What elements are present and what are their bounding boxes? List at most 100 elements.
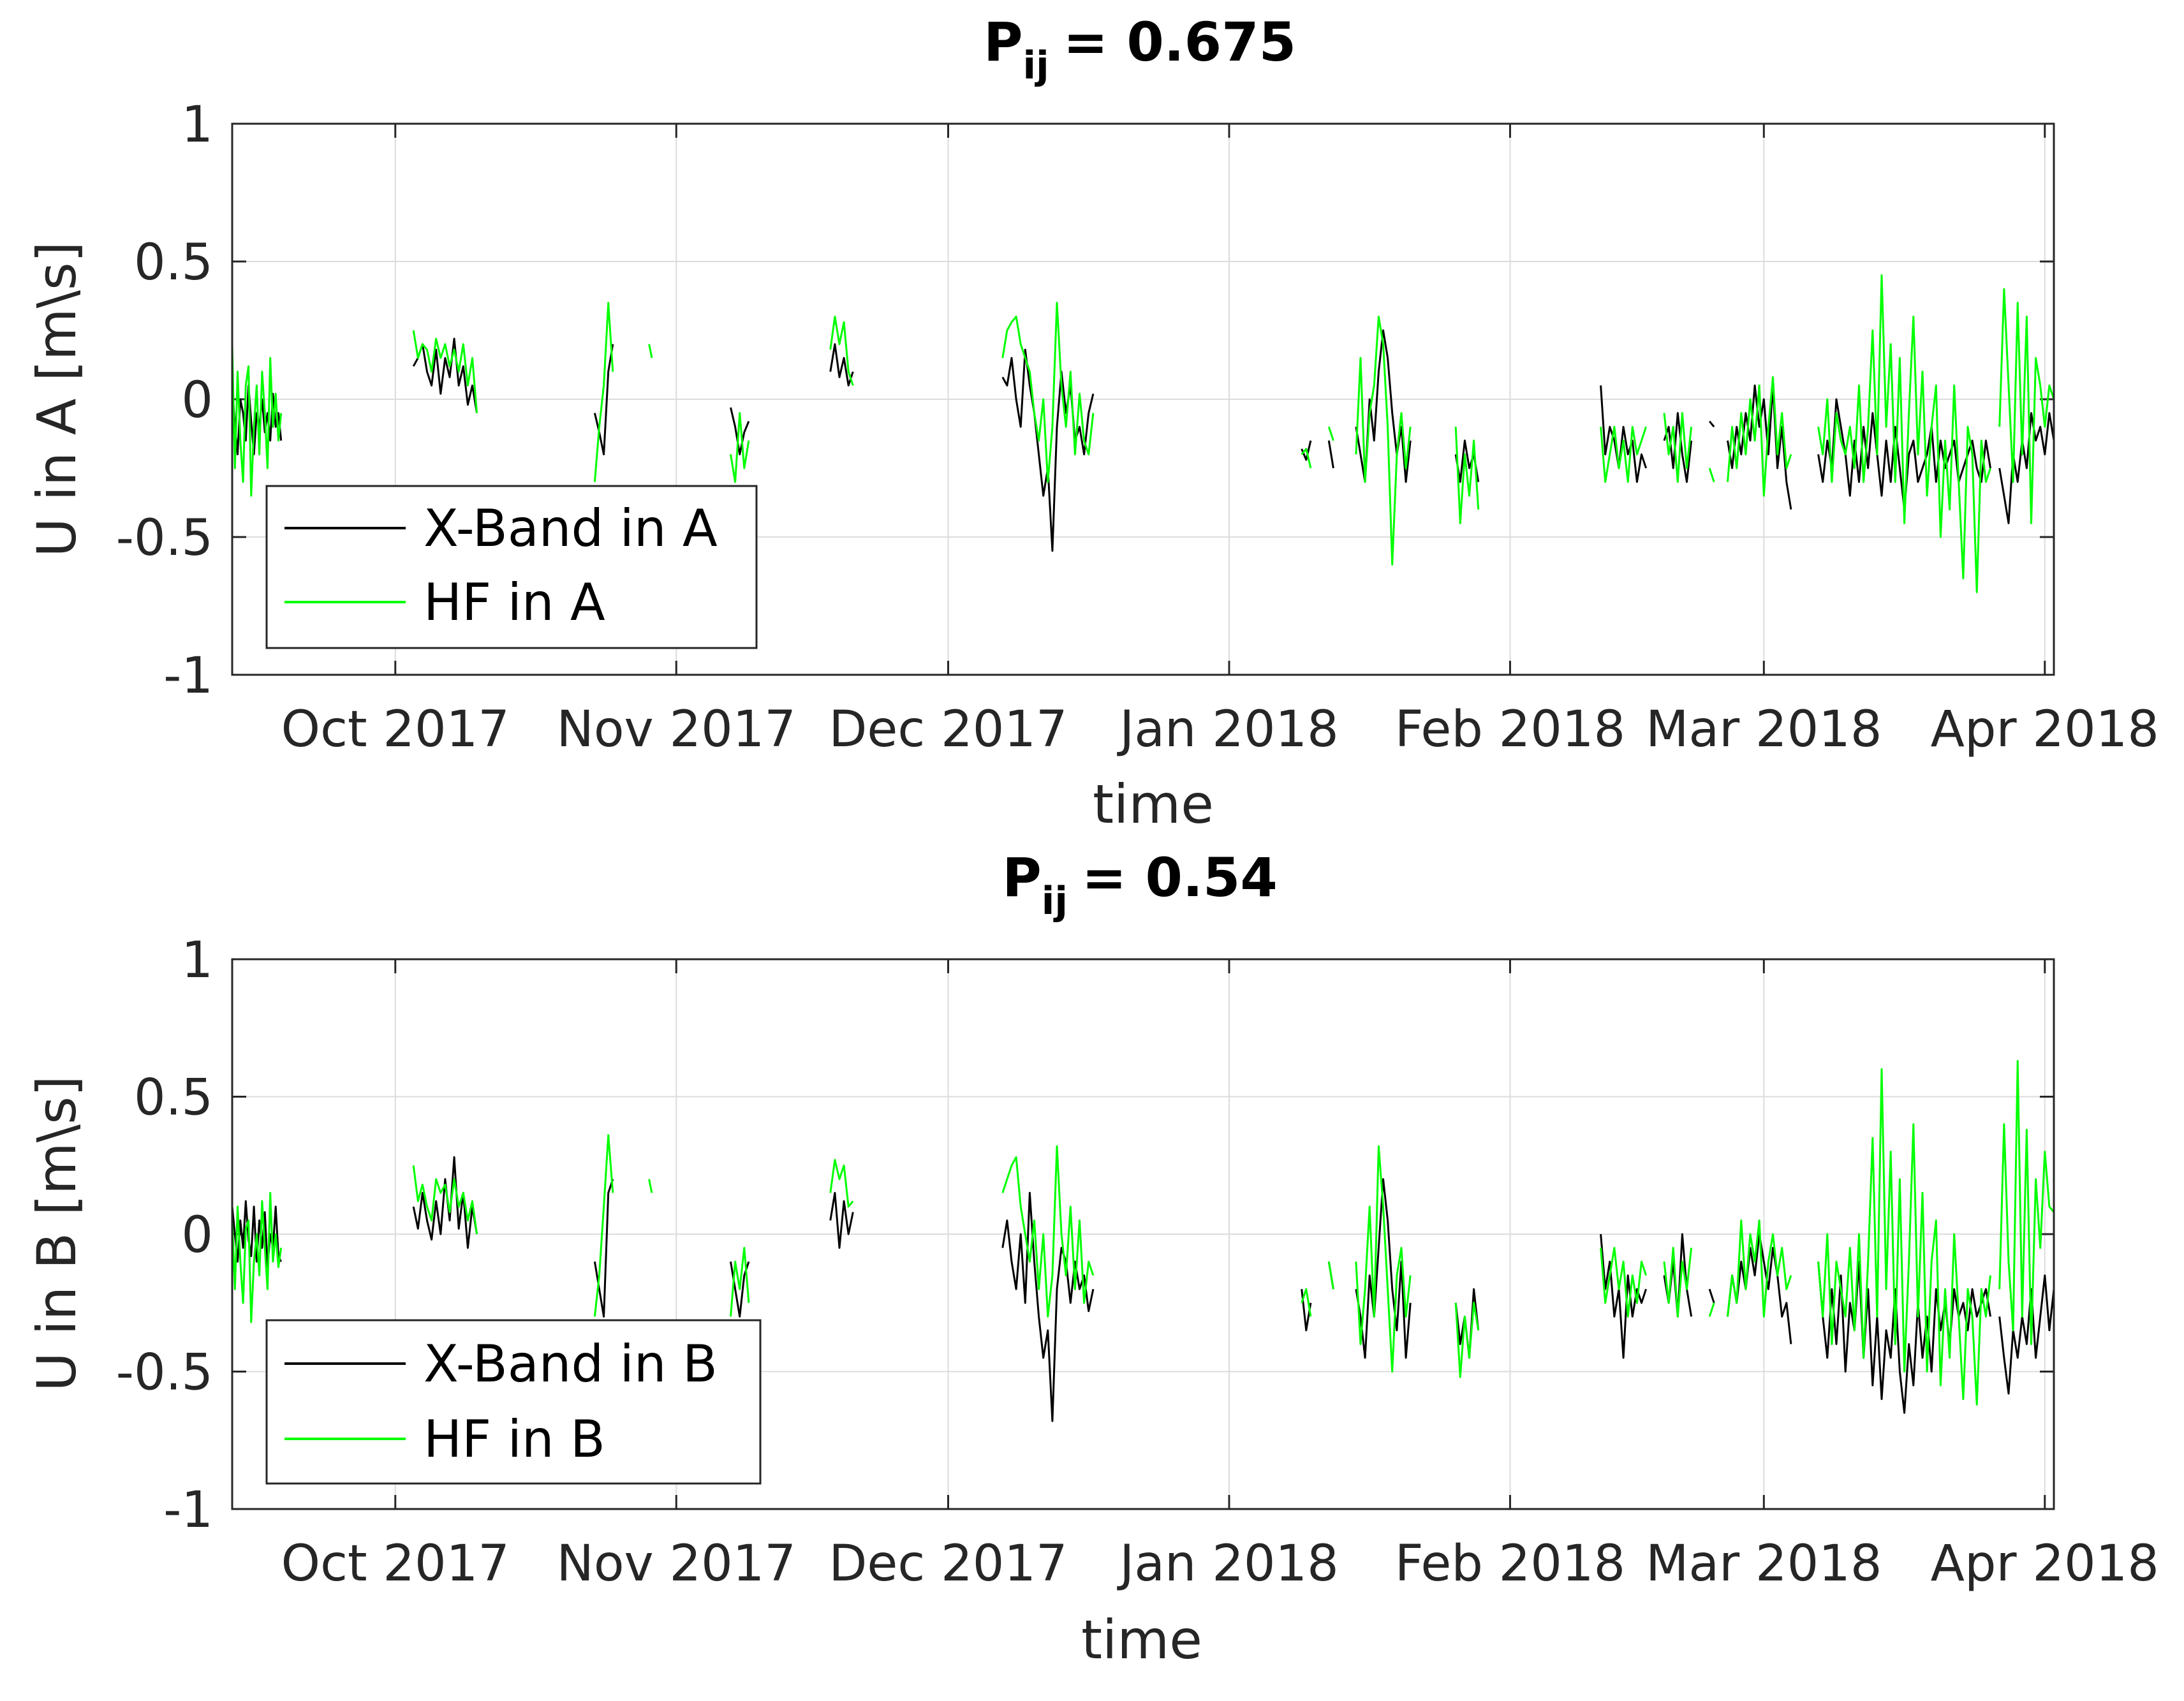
chart-a-legend-box <box>265 485 758 649</box>
series-x-band-in-b-segment <box>593 1179 614 1318</box>
chart-a-legend-label-xband: X-Band in A <box>424 499 718 558</box>
series-hf-in-a-segment <box>231 344 283 497</box>
series-hf-in-b-segment <box>1454 1302 1480 1378</box>
series-hf-in-a-segment <box>829 315 854 386</box>
series-x-band-in-b-segment <box>829 1191 854 1249</box>
x-tick-label: Apr 2018 <box>1931 701 2159 758</box>
chart-a-x-axis-label: time <box>1093 773 1214 836</box>
chart-b-plot-border <box>231 958 2055 1510</box>
chart-b-x-axis-label: time <box>1081 1609 1202 1671</box>
series-hf-in-b-segment <box>1001 1145 1095 1318</box>
series-x-band-in-a-segment <box>1998 412 2055 524</box>
x-tick-label: Oct 2017 <box>281 1535 510 1593</box>
series-hf-in-a-segment <box>1454 427 1480 524</box>
x-tick-label: Jan 2018 <box>1116 1535 1339 1593</box>
series-hf-in-b-segment <box>648 1179 653 1193</box>
series-hf-in-a-segment <box>1998 288 2055 524</box>
series-x-band-in-a-segment <box>730 407 750 455</box>
series-hf-in-b-segment <box>1327 1261 1334 1290</box>
x-tick-label: Feb 2018 <box>1395 701 1625 758</box>
series-hf-in-a-segment <box>730 412 750 483</box>
series-x-band-in-a-segment <box>1327 440 1334 469</box>
series-hf-in-b-segment <box>1998 1060 2055 1345</box>
chart-a-series <box>231 274 2055 593</box>
series-hf-in-a-segment <box>1817 274 1991 593</box>
x-tick-label: Jan 2018 <box>1116 701 1339 758</box>
chart-a-x-axis: Oct 2017 Nov 2017 Dec 2017 Jan 2018 Feb 2018… <box>281 124 2159 758</box>
chart-b: Pij = 0.54 1 0.5 0 -0.5 -1 Oct 2017 Nov 2017 De… <box>26 846 2159 1671</box>
chart-a-y-axis-label: U in A [m\s] <box>26 241 88 557</box>
series-hf-in-a-segment <box>1727 376 1792 497</box>
y-tick-label: 1 <box>181 932 213 989</box>
chart-b-y-axis-label: U in B [m\s] <box>26 1075 88 1391</box>
series-hf-in-b-segment <box>1355 1145 1412 1373</box>
series-hf-in-b-segment <box>1708 1302 1715 1317</box>
y-tick-label: 0.5 <box>134 1070 213 1127</box>
y-tick-label: 1 <box>181 96 213 154</box>
series-hf-in-b-segment <box>1663 1247 1693 1318</box>
y-tick-label: -1 <box>163 647 213 705</box>
series-hf-in-b-segment <box>1301 1288 1312 1317</box>
series-hf-in-a-segment <box>1663 412 1693 483</box>
y-tick-label: 0 <box>181 1207 213 1264</box>
series-x-band-in-b-segment <box>1998 1274 2055 1395</box>
series-x-band-in-a-segment <box>1727 384 1792 510</box>
series-x-band-in-a-segment <box>412 337 478 413</box>
series-hf-in-a-segment <box>648 344 653 358</box>
x-tick-label: Nov 2017 <box>556 701 796 758</box>
chart-a-legend-label-hf: HF in A <box>424 573 605 632</box>
chart-a-legend: X-Band in A HF in A <box>265 485 758 649</box>
series-hf-in-a-segment <box>1301 448 1312 469</box>
series-hf-in-b-segment <box>829 1159 854 1208</box>
x-tick-label: Apr 2018 <box>1931 1535 2159 1593</box>
x-tick-label: Dec 2017 <box>829 1535 1067 1593</box>
series-hf-in-b-segment <box>730 1247 750 1317</box>
series-hf-in-b-segment <box>1817 1068 1991 1406</box>
series-x-band-in-b-segment <box>1001 1191 1095 1422</box>
y-tick-label: 0 <box>181 372 213 429</box>
series-x-band-in-a-segment <box>1708 420 1715 428</box>
series-hf-in-a-segment <box>412 330 478 413</box>
y-tick-label: -0.5 <box>116 1344 213 1402</box>
series-hf-in-b-segment <box>1600 1247 1648 1318</box>
chart-b-legend: X-Band in B HF in B <box>265 1319 762 1485</box>
y-tick-label: -1 <box>163 1482 213 1539</box>
x-tick-label: Mar 2018 <box>1646 1535 1882 1593</box>
x-tick-label: Feb 2018 <box>1395 1535 1625 1593</box>
series-x-band-in-a-segment <box>829 343 854 387</box>
series-hf-in-a-segment <box>1327 426 1334 441</box>
series-hf-in-a-segment <box>1355 315 1412 566</box>
series-x-band-in-b-segment <box>1817 1260 1991 1414</box>
series-x-band-in-b-segment <box>1708 1288 1715 1304</box>
series-hf-in-a-segment <box>593 302 614 482</box>
series-hf-in-b-segment <box>1727 1219 1792 1318</box>
series-hf-in-a-segment <box>1001 302 1095 483</box>
x-tick-label: Nov 2017 <box>556 1535 796 1593</box>
x-tick-label: Dec 2017 <box>829 701 1067 758</box>
chart-a-y-axis: 1 0.5 0 -0.5 -1 <box>116 96 2054 705</box>
chart-a-plot-border <box>231 122 2055 676</box>
chart-b-series <box>231 1060 2055 1422</box>
chart-b-legend-label-hf: HF in B <box>424 1410 605 1469</box>
series-hf-in-a-segment <box>1600 425 1648 483</box>
x-tick-label: Oct 2017 <box>281 701 510 758</box>
series-x-band-in-a-segment <box>1663 412 1693 483</box>
series-hf-in-a-segment <box>1708 468 1715 483</box>
y-tick-label: 0.5 <box>134 234 213 291</box>
chart-a-title: Pij = 0.675 <box>984 11 1296 88</box>
series-hf-in-b-segment <box>593 1134 614 1317</box>
series-x-band-in-a-segment <box>1600 385 1648 483</box>
series-x-band-in-a-segment <box>593 344 614 455</box>
chart-b-title: Pij = 0.54 <box>1002 846 1278 924</box>
x-tick-label: Mar 2018 <box>1646 701 1882 758</box>
chart-b-x-axis: Oct 2017 Nov 2017 Dec 2017 Jan 2018 Feb 2018… <box>281 959 2159 1593</box>
series-hf-in-b-segment <box>412 1165 478 1235</box>
chart-b-y-axis: 1 0.5 0 -0.5 -1 <box>116 932 2054 1539</box>
series-x-band-in-b-segment <box>412 1156 478 1249</box>
chart-b-legend-label-xband: X-Band in B <box>424 1334 718 1394</box>
series-hf-in-b-segment <box>231 1191 283 1323</box>
series-x-band-in-a-segment <box>231 384 283 455</box>
y-tick-label: -0.5 <box>116 510 213 567</box>
chart-a: Pij = 0.675 1 0.5 0 -0.5 -1 Oct 2017 Nov 2017 D… <box>26 11 2159 836</box>
